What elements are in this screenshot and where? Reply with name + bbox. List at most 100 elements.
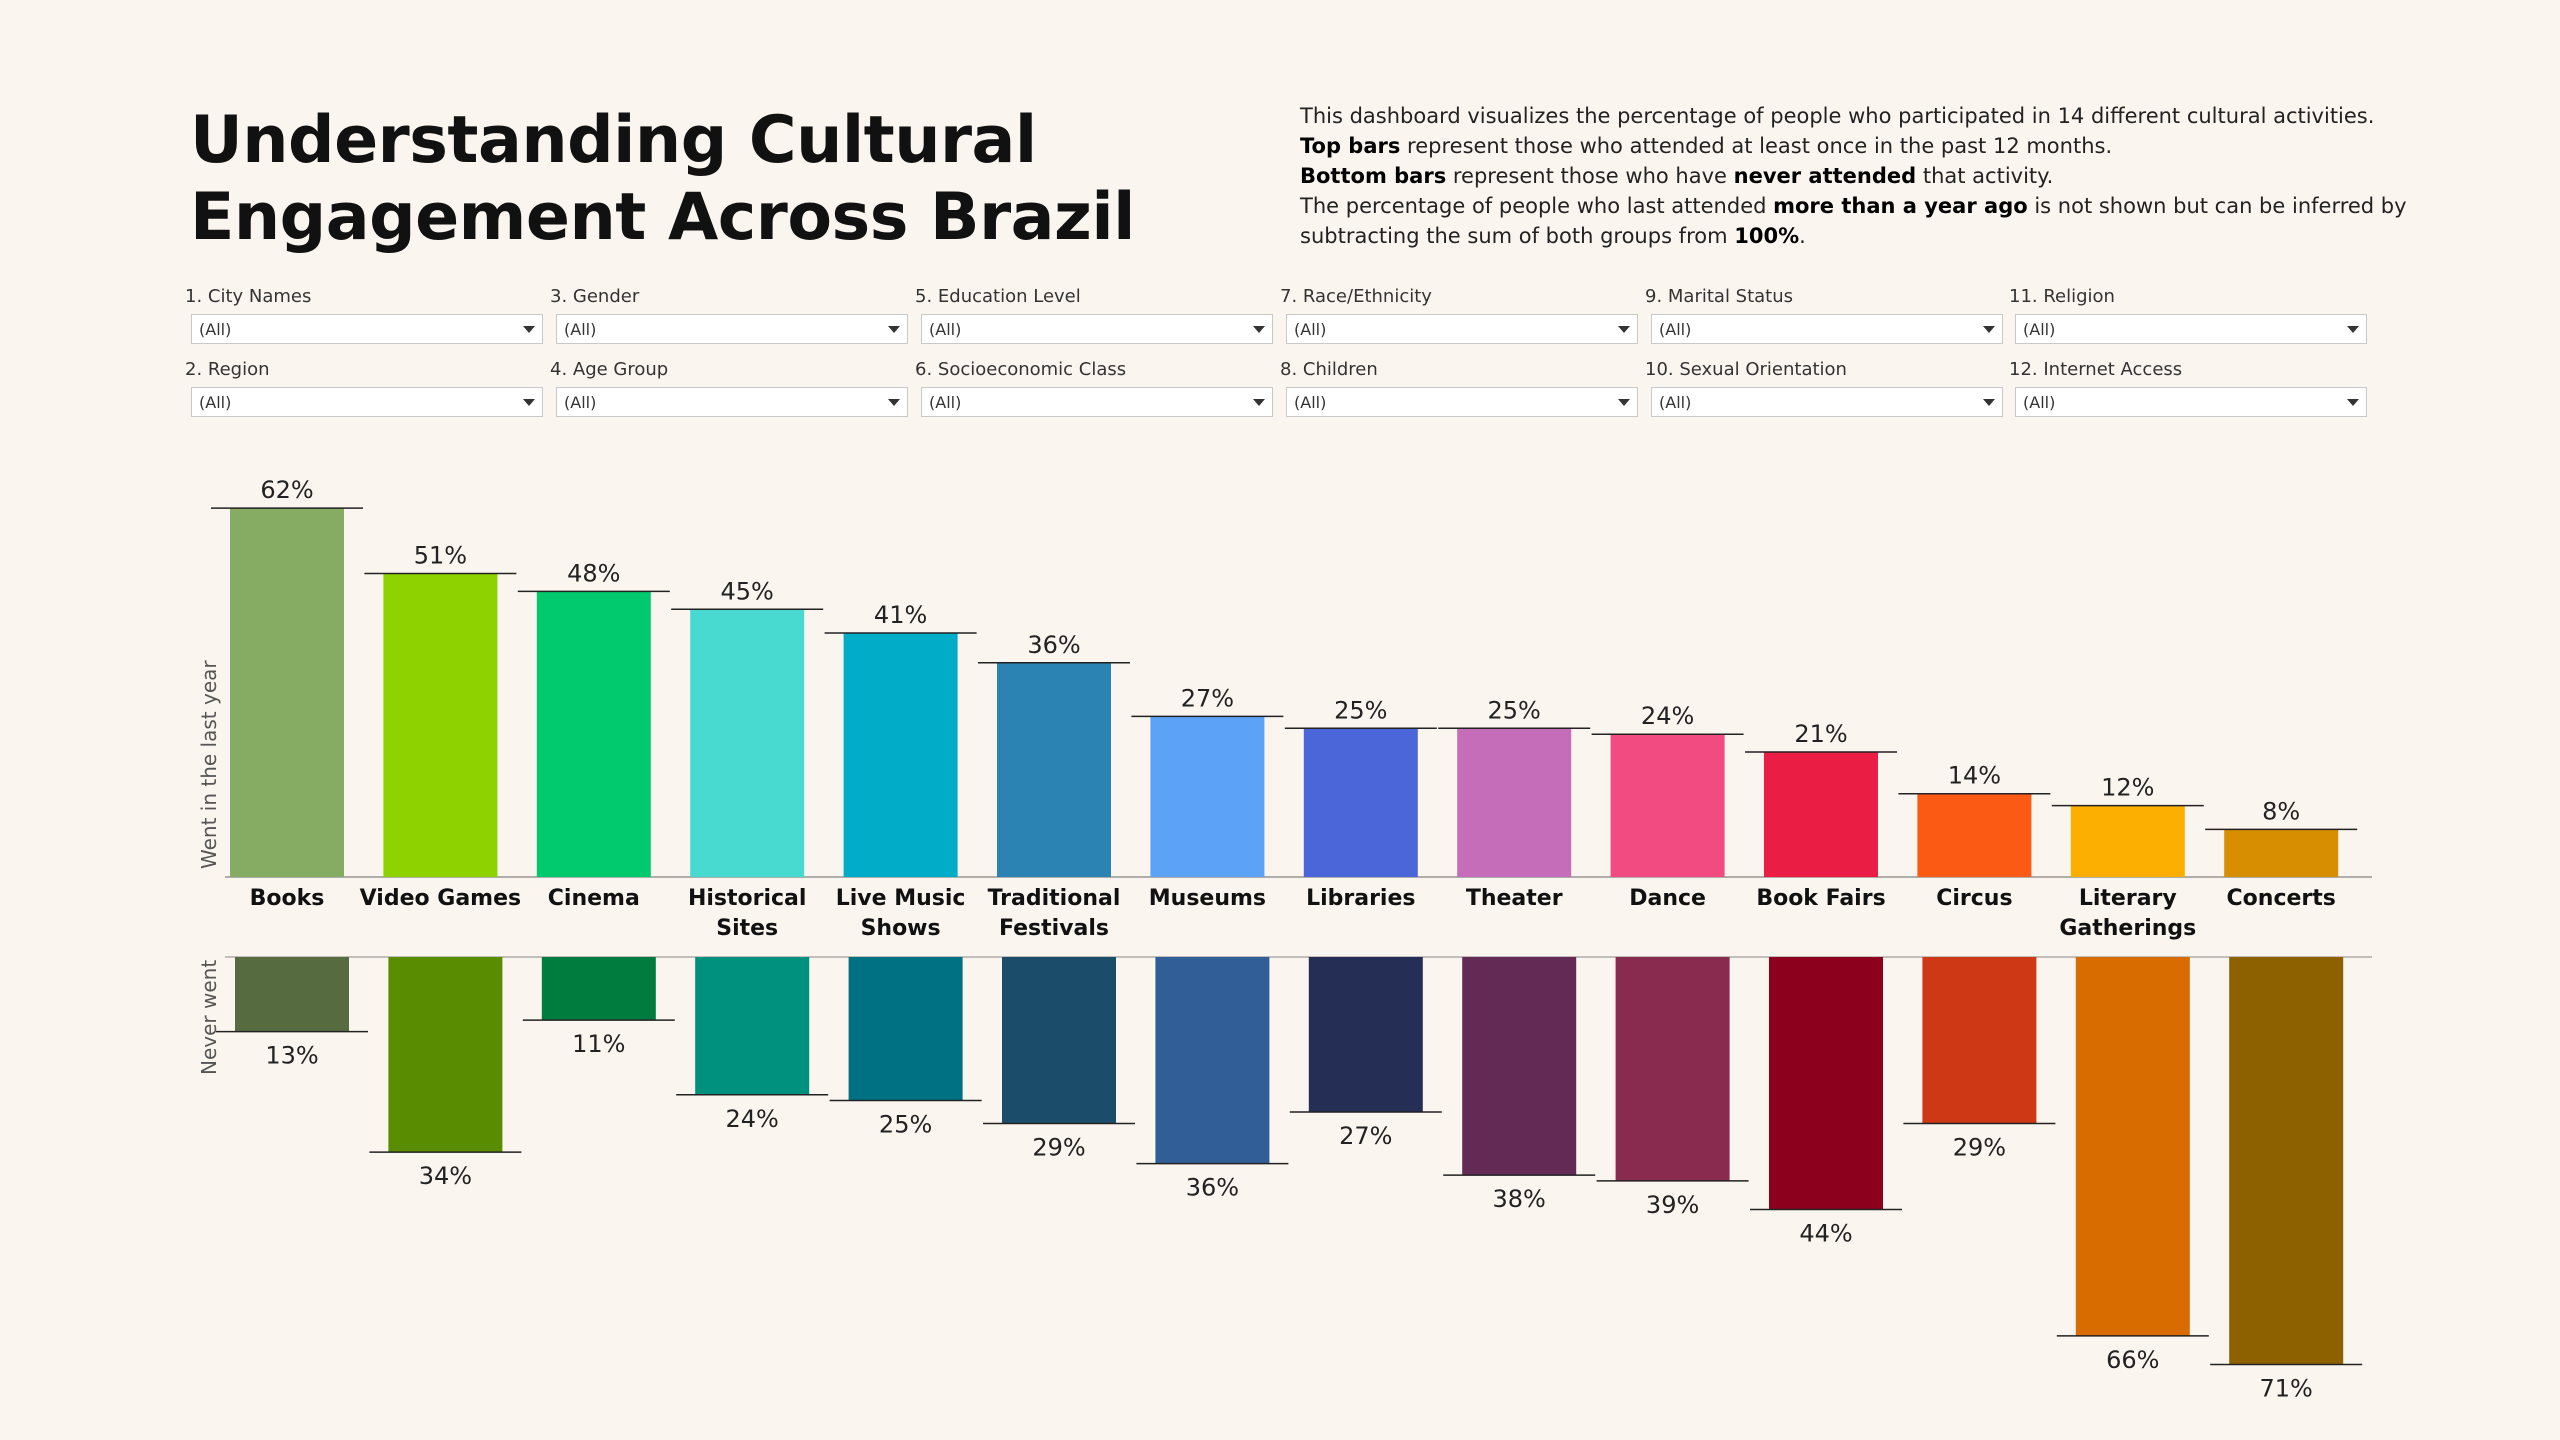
- top-bar: [1457, 728, 1572, 877]
- top-bar: [2224, 829, 2339, 877]
- bottom-value-label: 11%: [572, 1030, 625, 1058]
- bottom-value-label: 71%: [2260, 1375, 2313, 1403]
- city-names-dropdown[interactable]: (All): [191, 314, 543, 344]
- race-ethnicity-dropdown[interactable]: (All): [1286, 314, 1638, 344]
- bottom-bar: [1308, 957, 1423, 1112]
- top-value-label: 36%: [1027, 631, 1080, 659]
- category-label: Dance: [1629, 886, 1706, 911]
- education-level-dropdown[interactable]: (All): [921, 314, 1273, 344]
- bottom-bar: [1922, 957, 2037, 1124]
- hundred-percent-term: 100%: [1734, 224, 1800, 248]
- top-value-label: 12%: [2101, 774, 2154, 802]
- title-line-2: Engagement Across Brazil: [190, 180, 1135, 255]
- bottom-value-label: 38%: [1493, 1185, 1546, 1213]
- sexual-orientation-dropdown[interactable]: (All): [1651, 387, 2003, 417]
- category-label: Libraries: [1306, 886, 1415, 911]
- filter-age-group: 4. Age Group (All): [550, 359, 908, 417]
- category-label: Literary: [2079, 886, 2177, 911]
- filter-race-ethnicity: 7. Race/Ethnicity (All): [1280, 286, 1638, 344]
- filter-internet-access: 12. Internet Access (All): [2009, 359, 2367, 417]
- category-label: Shows: [861, 916, 941, 941]
- top-bar: [383, 573, 498, 877]
- top-value-label: 48%: [567, 559, 620, 587]
- dropdown-arrow-icon: [1983, 326, 1995, 333]
- marital-status-dropdown[interactable]: (All): [1651, 314, 2003, 344]
- filter-label: 7. Race/Ethnicity: [1280, 286, 1432, 307]
- filter-value: (All): [564, 320, 597, 339]
- dropdown-arrow-icon: [1618, 399, 1630, 406]
- bottom-axis-title: Never went: [197, 960, 221, 1075]
- category-label: Museums: [1149, 886, 1266, 911]
- filter-children: 8. Children (All): [1280, 359, 1638, 417]
- filter-label: 2. Region: [185, 359, 270, 380]
- description-text: The percentage of people who last attend…: [1300, 194, 1774, 218]
- title-line-1: Understanding Cultural: [190, 103, 1037, 178]
- description-text: that activity.: [1916, 164, 2054, 188]
- category-label: Circus: [1936, 886, 2012, 911]
- region-dropdown[interactable]: (All): [191, 387, 543, 417]
- top-bar: [536, 591, 651, 877]
- bottom-bar: [235, 957, 349, 1032]
- bottom-bar: [1615, 957, 1730, 1181]
- filter-label: 3. Gender: [550, 286, 640, 307]
- category-label: Theater: [1466, 886, 1563, 911]
- top-value-label: 24%: [1641, 702, 1694, 730]
- bottom-bar: [1002, 957, 1116, 1124]
- age-group-dropdown[interactable]: (All): [556, 387, 908, 417]
- category-label: Video Games: [360, 886, 521, 911]
- category-label: Concerts: [2227, 886, 2336, 911]
- description-line-1: This dashboard visualizes the percentage…: [1300, 104, 2375, 128]
- internet-access-dropdown[interactable]: (All): [2015, 387, 2367, 417]
- dropdown-arrow-icon: [1618, 326, 1630, 333]
- bottom-value-label: 27%: [1339, 1122, 1392, 1150]
- description-line-4: The percentage of people who last attend…: [1300, 191, 2410, 221]
- religion-dropdown[interactable]: (All): [2015, 314, 2367, 344]
- bottom-bar: [2229, 957, 2344, 1365]
- bottom-bar: [388, 957, 503, 1153]
- filter-sexual-orientation: 10. Sexual Orientation (All): [1645, 359, 2003, 417]
- filter-region: 2. Region (All): [185, 359, 543, 417]
- filter-city-names: 1. City Names (All): [185, 286, 543, 344]
- filter-value: (All): [1659, 320, 1692, 339]
- filter-value: (All): [929, 393, 962, 412]
- filter-label: 6. Socioeconomic Class: [915, 359, 1127, 380]
- socioeconomic-class-dropdown[interactable]: (All): [921, 387, 1273, 417]
- filter-label: 8. Children: [1280, 359, 1378, 380]
- top-axis-title: Went in the last year: [197, 660, 221, 869]
- filter-panel: 1. City Names (All) 3. Gender (All) 5. E…: [185, 286, 2375, 436]
- filter-value: (All): [199, 393, 232, 412]
- category-label: Sites: [716, 916, 778, 941]
- filter-value: (All): [199, 320, 232, 339]
- bottom-bar: [1155, 957, 1270, 1164]
- filter-gender: 3. Gender (All): [550, 286, 908, 344]
- category-label: Book Fairs: [1756, 886, 1885, 911]
- description-text: represent those who have: [1446, 164, 1734, 188]
- bottom-bar: [541, 957, 656, 1021]
- filter-value: (All): [564, 393, 597, 412]
- category-label: Gatherings: [2059, 916, 2196, 941]
- top-value-label: 62%: [260, 476, 313, 504]
- top-bar: [1303, 728, 1418, 877]
- filter-marital-status: 9. Marital Status (All): [1645, 286, 2003, 344]
- description-text: is not shown but can be inferred by: [2027, 194, 2407, 218]
- more-than-year-term: more than a year ago: [1773, 194, 2028, 218]
- description-text: represent those who attended at least on…: [1400, 134, 2113, 158]
- never-attended-term: never attended: [1733, 164, 1917, 188]
- description-line-3: Bottom bars represent those who have nev…: [1300, 161, 2410, 191]
- filter-label: 4. Age Group: [550, 359, 669, 380]
- category-label: Historical: [688, 886, 807, 911]
- top-value-label: 25%: [1334, 696, 1387, 724]
- filter-value: (All): [1294, 320, 1327, 339]
- top-bars-term: Top bars: [1300, 134, 1401, 158]
- bottom-bar: [848, 957, 963, 1101]
- page-title: Understanding Cultural Engagement Across…: [190, 102, 1190, 256]
- children-dropdown[interactable]: (All): [1286, 387, 1638, 417]
- top-value-label: 51%: [414, 542, 467, 570]
- top-bar: [1610, 734, 1725, 877]
- gender-dropdown[interactable]: (All): [556, 314, 908, 344]
- top-bar: [997, 662, 1111, 877]
- filter-value: (All): [2023, 320, 2056, 339]
- dropdown-arrow-icon: [523, 326, 535, 333]
- category-label: Books: [250, 886, 325, 911]
